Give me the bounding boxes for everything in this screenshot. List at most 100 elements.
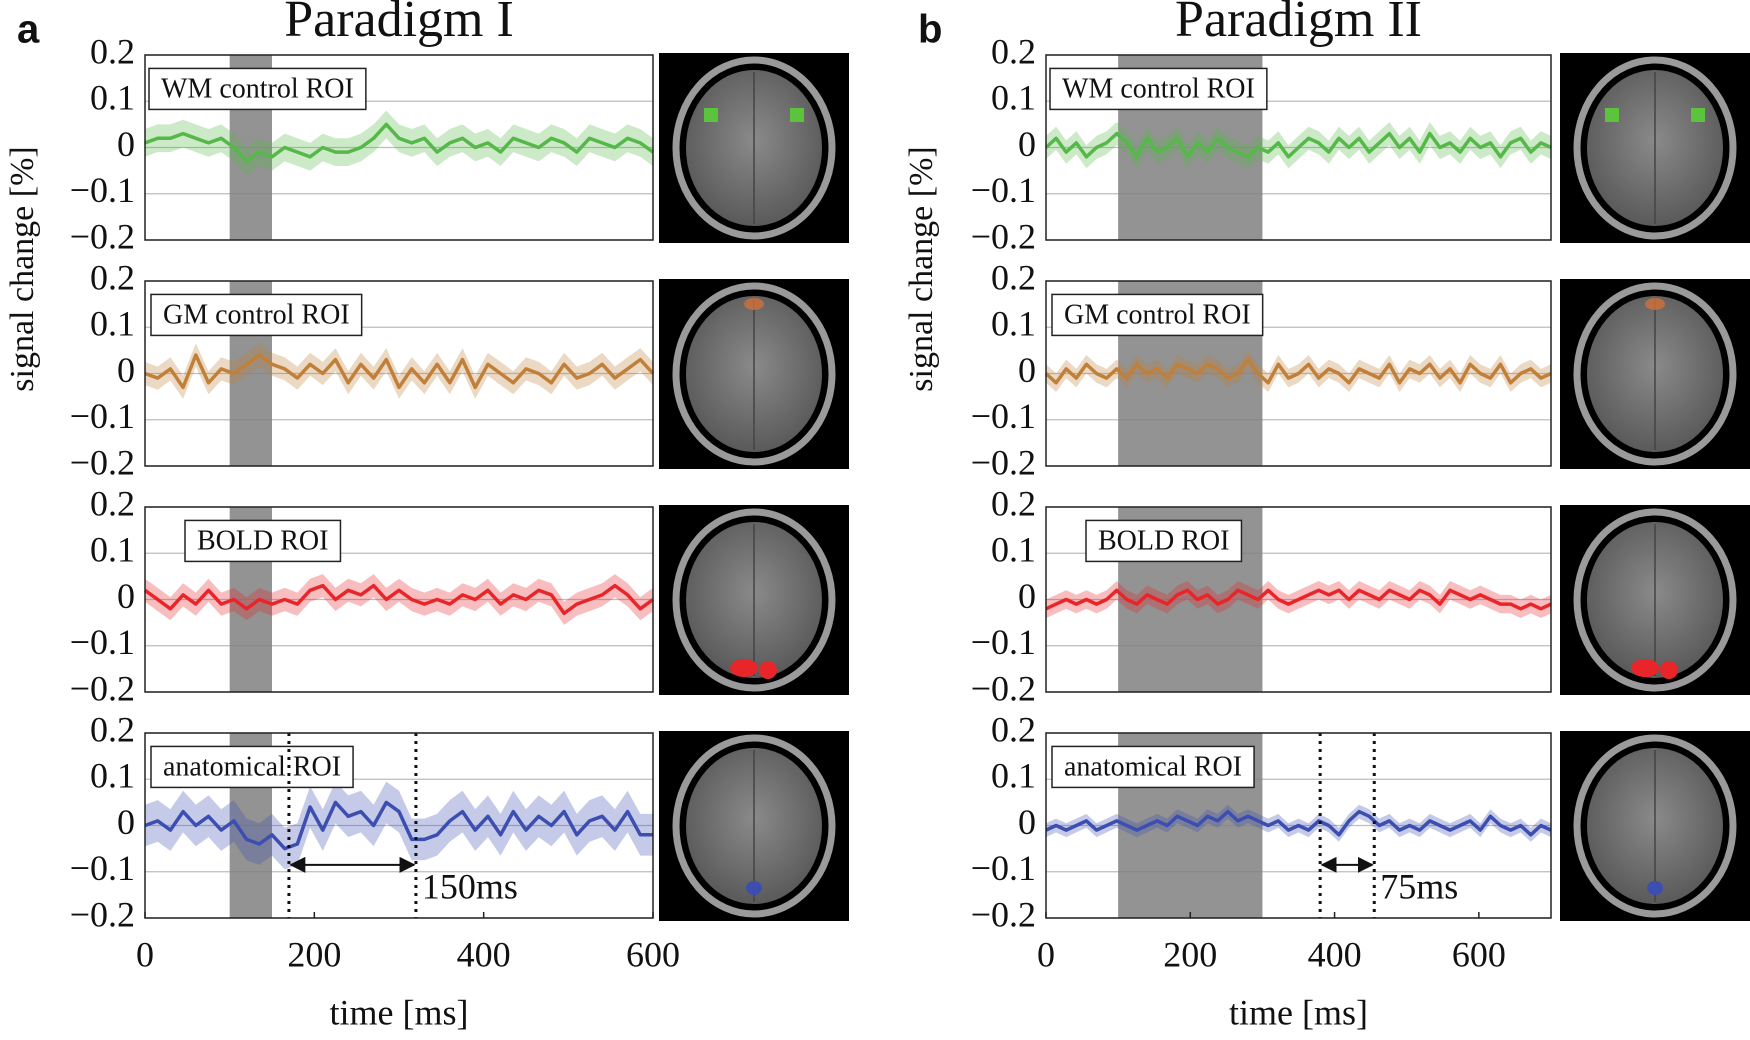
roi-label-box [150,293,363,337]
interval-label: 75ms [1380,867,1458,907]
data-line [143,583,655,616]
interval-label: 150ms [422,867,518,907]
roi-label-box [148,67,367,111]
roi-label: anatomical ROI [1064,751,1242,782]
roi-marker [1691,108,1705,122]
y-tick-label: −0.1 [70,848,135,888]
x-tick-label: 0 [136,934,154,974]
roi-marker [1645,298,1665,310]
y-tick-label: −0.2 [971,442,1036,482]
panel-letter: b [918,8,942,52]
y-tick-label: −0.2 [971,894,1036,934]
y-tick-label: 0.1 [991,78,1036,118]
y-tick-label: 0 [117,576,135,616]
roi-label: BOLD ROI [1098,525,1229,556]
roi-marker [1605,108,1619,122]
y-tick-label: 0.1 [90,756,135,796]
panel-title: Paradigm I [284,0,514,48]
roi-marker [1631,659,1659,677]
data-line [1044,131,1552,159]
y-tick-label: 0.1 [991,304,1036,344]
x-tick-label: 600 [626,934,680,974]
mri-skull [672,508,836,692]
roi-marker [704,108,718,122]
x-tick-label: 400 [1308,934,1362,974]
data-line [144,122,655,164]
x-tick-label: 200 [1163,934,1217,974]
roi-label-box [1051,293,1264,337]
y-tick-label: 0 [117,124,135,164]
roi-marker [1647,881,1663,895]
y-tick-label: 0 [1018,350,1036,390]
y-tick-label: 0 [1018,124,1036,164]
roi-label-box [184,519,342,563]
roi-label-box [1051,745,1255,789]
y-axis-label: signal change [%] [4,146,41,391]
error-band [145,781,653,870]
y-tick-label: −0.2 [70,216,135,256]
y-tick-label: 0.2 [991,257,1036,297]
x-axis-label: time [ms] [330,992,469,1032]
y-tick-label: 0.2 [991,31,1036,71]
error-band [145,343,653,399]
error-band [1046,804,1551,842]
y-tick-label: 0.2 [991,709,1036,749]
roi-label-box [150,745,354,789]
mri-skull [1573,282,1737,466]
y-tick-label: 0.2 [90,483,135,523]
y-tick-label: −0.1 [971,396,1036,436]
roi-label: anatomical ROI [163,751,341,782]
mri-skull [1573,56,1737,240]
y-tick-label: −0.1 [971,622,1036,662]
y-tick-label: 0.2 [90,31,135,71]
plot-frame [1045,732,1552,919]
mri-skull [1573,508,1737,692]
y-tick-label: −0.1 [70,396,135,436]
plot-frame [1045,54,1552,241]
x-tick-label: 0 [1037,934,1055,974]
plot-frame [1045,280,1552,467]
y-tick-label: 0.1 [991,530,1036,570]
roi-label-box [1049,67,1268,111]
panel-letter: a [17,8,40,52]
data-line [144,353,655,390]
roi-marker [746,881,762,895]
roi-label-box [1085,519,1243,563]
mri-skull [1573,734,1737,918]
y-tick-label: 0 [1018,802,1036,842]
y-tick-label: −0.1 [971,848,1036,888]
y-tick-label: −0.2 [971,668,1036,708]
roi-marker [730,659,758,677]
data-line [1045,809,1552,837]
mri-skull [672,734,836,918]
error-band [145,110,653,176]
error-band [145,574,653,625]
y-tick-label: 0.1 [90,304,135,344]
roi-marker [744,298,764,310]
y-tick-label: −0.2 [70,894,135,934]
y-tick-label: 0 [1018,576,1036,616]
y-tick-label: −0.1 [70,622,135,662]
mri-skull [672,56,836,240]
roi-marker [759,661,777,679]
plot-frame [144,280,654,467]
plot-frame [144,54,654,241]
mri-skull [672,282,836,466]
roi-label: WM control ROI [1062,73,1255,104]
x-tick-label: 600 [1452,934,1506,974]
y-tick-label: 0.1 [90,78,135,118]
x-tick-label: 200 [287,934,341,974]
y-tick-label: −0.2 [70,668,135,708]
roi-label: GM control ROI [1064,299,1251,330]
y-tick-label: −0.2 [70,442,135,482]
y-tick-label: −0.1 [971,170,1036,210]
y-tick-label: 0 [117,350,135,390]
plot-frame [144,732,654,919]
x-axis-label: time [ms] [1229,992,1368,1032]
roi-marker [1660,661,1678,679]
plot-frame [144,506,654,693]
y-tick-label: 0.1 [90,530,135,570]
data-line [1044,357,1552,385]
